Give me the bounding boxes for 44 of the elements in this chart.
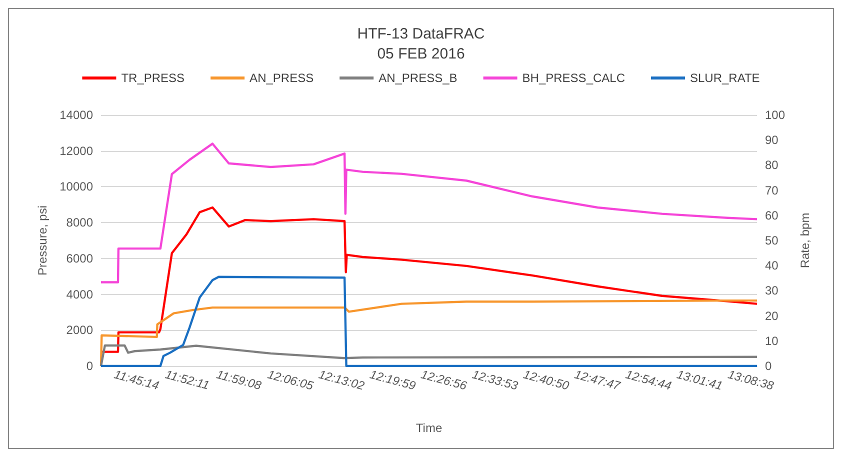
y-tick-label: 2000 — [66, 323, 94, 338]
y2-tick-label: 30 — [765, 284, 779, 298]
x-tick-label: 12:40:50 — [522, 367, 571, 393]
x-tick-label: 12:26:56 — [420, 367, 469, 393]
x-tick-label: 12:54:44 — [624, 367, 674, 393]
y-tick-label: 12000 — [60, 144, 94, 158]
legend-label: SLUR_RATE — [690, 71, 760, 85]
y2-tick-label: 10 — [765, 334, 779, 348]
y-tick-label: 4000 — [66, 287, 94, 302]
y-tick-label: 6000 — [66, 251, 94, 266]
y2-tick-label: 90 — [765, 133, 779, 148]
y-tick-label: 8000 — [66, 216, 94, 230]
y2-tick-label: 0 — [765, 359, 772, 373]
y2-tick-label: 100 — [765, 108, 786, 122]
x-axis-title: Time — [416, 421, 442, 435]
legend-label: AN_PRESS_B — [378, 71, 458, 85]
y-tick-label: 14000 — [60, 108, 94, 122]
x-tick-label: 11:59:08 — [214, 367, 264, 393]
legend-label: AN_PRESS — [250, 71, 314, 85]
line-series — [100, 276, 758, 368]
x-tick-label: 12:19:59 — [368, 367, 418, 393]
line-series — [100, 206, 758, 353]
line-series — [100, 142, 758, 284]
y2-tick-label: 70 — [765, 183, 779, 198]
y2-axis-title: Rate, bpm — [798, 212, 812, 268]
x-tick-label: 12:06:05 — [266, 367, 316, 393]
y-tick-label: 0 — [86, 359, 94, 373]
legend-label: TR_PRESS — [121, 71, 185, 85]
y2-tick-label: 50 — [765, 234, 779, 248]
y-axis-title: Pressure, psi — [36, 205, 50, 276]
x-tick-label: 13:01:41 — [675, 367, 724, 393]
legend-label: BH_PRESS_CALC — [522, 71, 626, 85]
y-tick-label: 10000 — [60, 180, 94, 194]
x-tick-label: 12:47:47 — [572, 367, 624, 394]
line-series — [100, 344, 758, 368]
chart-title: HTF-13 DataFRAC 05 FEB 2016 — [357, 26, 485, 62]
x-tick-label: 12:13:02 — [317, 367, 366, 393]
x-tick-label: 11:52:11 — [164, 367, 211, 392]
y2-tick-label: 80 — [765, 158, 779, 172]
x-tick-label: 12:33:53 — [470, 367, 520, 393]
y2-tick-label: 20 — [765, 308, 779, 323]
x-tick-label: 11:45:14 — [112, 367, 161, 393]
y2-tick-label: 40 — [765, 258, 779, 273]
y2-tick-label: 60 — [765, 208, 779, 222]
